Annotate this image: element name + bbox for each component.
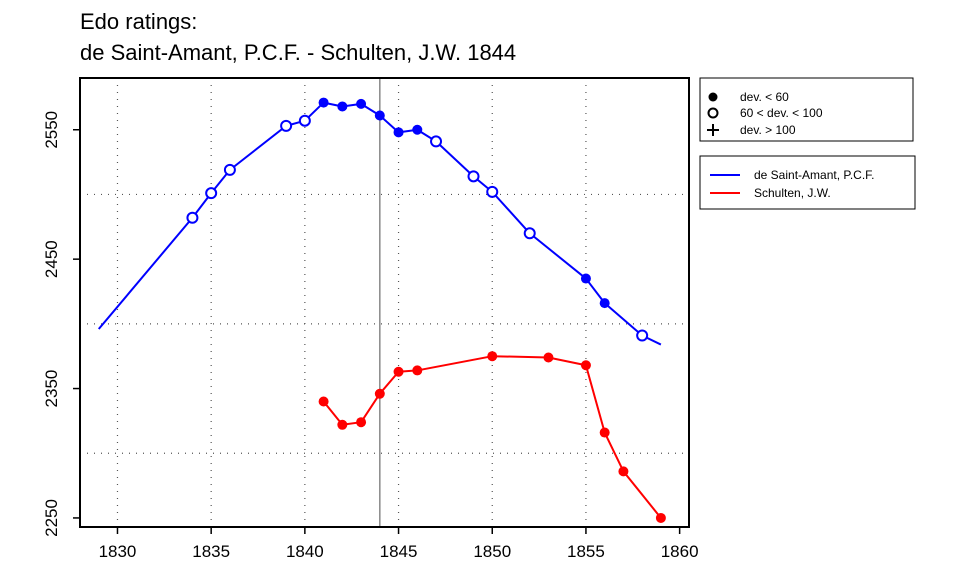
- legend-label-dev-60-100: 60 < dev. < 100: [740, 106, 823, 120]
- series-2-point: [318, 396, 329, 407]
- series-1-point: [636, 329, 649, 342]
- plot-frame: [79, 77, 690, 528]
- x-tick-label: 1845: [380, 542, 418, 561]
- series-1-point: [467, 170, 480, 183]
- series-1-point: [318, 97, 329, 108]
- series-2-line: [322, 355, 662, 519]
- series-1-point: [223, 163, 236, 176]
- legend-open-marker: [707, 107, 719, 119]
- series-1-point: [393, 127, 404, 138]
- y-tick-label: 2250: [42, 499, 61, 537]
- series-1-point: [298, 114, 311, 127]
- series-2-point: [393, 366, 404, 377]
- chart-subtitle: de Saint-Amant, P.C.F. - Schulten, J.W. …: [80, 40, 517, 65]
- series-1-point: [356, 98, 367, 109]
- x-tick-label: 1840: [286, 542, 324, 561]
- series-2-point: [655, 512, 666, 523]
- series-2-point: [356, 417, 367, 428]
- series-1-point: [580, 273, 591, 284]
- series-legend: de Saint-Amant, P.C.F. Schulten, J.W.: [699, 155, 916, 210]
- series-2-point: [412, 365, 423, 376]
- marker-legend: dev. < 60 60 < dev. < 100 dev. > 100: [699, 77, 914, 142]
- x-tick-label: 1835: [192, 542, 230, 561]
- legend-series-2-label: Schulten, J.W.: [754, 186, 831, 200]
- chart-title: Edo ratings:: [80, 9, 198, 34]
- series-1-point: [486, 185, 499, 198]
- legend-plus-marker: [707, 124, 719, 136]
- series-1-point: [280, 119, 293, 132]
- series-2-point: [337, 419, 348, 430]
- legend-label-dev-lt-60: dev. < 60: [740, 90, 789, 104]
- series-1-line: [97, 101, 662, 346]
- x-axis: 1830 1835 1840 1845 1850 1855 1860: [99, 527, 699, 561]
- marker-legend-box: [699, 77, 914, 142]
- legend-label-dev-gt-100: dev. > 100: [740, 123, 796, 137]
- x-tick-label: 1850: [473, 542, 511, 561]
- series-1-point: [430, 135, 443, 148]
- series-1-point: [412, 124, 423, 135]
- series-legend-box: [699, 155, 916, 210]
- series-1-point: [599, 298, 610, 309]
- series-2-point: [618, 466, 629, 477]
- series-2-point: [374, 388, 385, 399]
- y-axis: 2250 2350 2450 2550: [42, 111, 80, 537]
- legend-series-1-label: de Saint-Amant, P.C.F.: [754, 168, 875, 182]
- y-tick-label: 2550: [42, 111, 61, 149]
- series-1-point: [523, 227, 536, 240]
- grid-lines: [80, 78, 689, 527]
- series-2-point: [599, 427, 610, 438]
- series-1-point: [337, 101, 348, 112]
- series-2-point: [487, 351, 498, 362]
- x-tick-label: 1860: [661, 542, 699, 561]
- data-points: [186, 97, 666, 523]
- y-tick-label: 2450: [42, 240, 61, 278]
- legend-filled-marker: [708, 92, 718, 102]
- x-tick-label: 1855: [567, 542, 605, 561]
- series-2-point: [580, 360, 591, 371]
- y-tick-label: 2350: [42, 370, 61, 408]
- series-1-point: [205, 187, 218, 200]
- x-tick-label: 1830: [99, 542, 137, 561]
- series-1-point: [186, 211, 199, 224]
- series-1-point: [374, 110, 385, 121]
- series-2-point: [543, 352, 554, 363]
